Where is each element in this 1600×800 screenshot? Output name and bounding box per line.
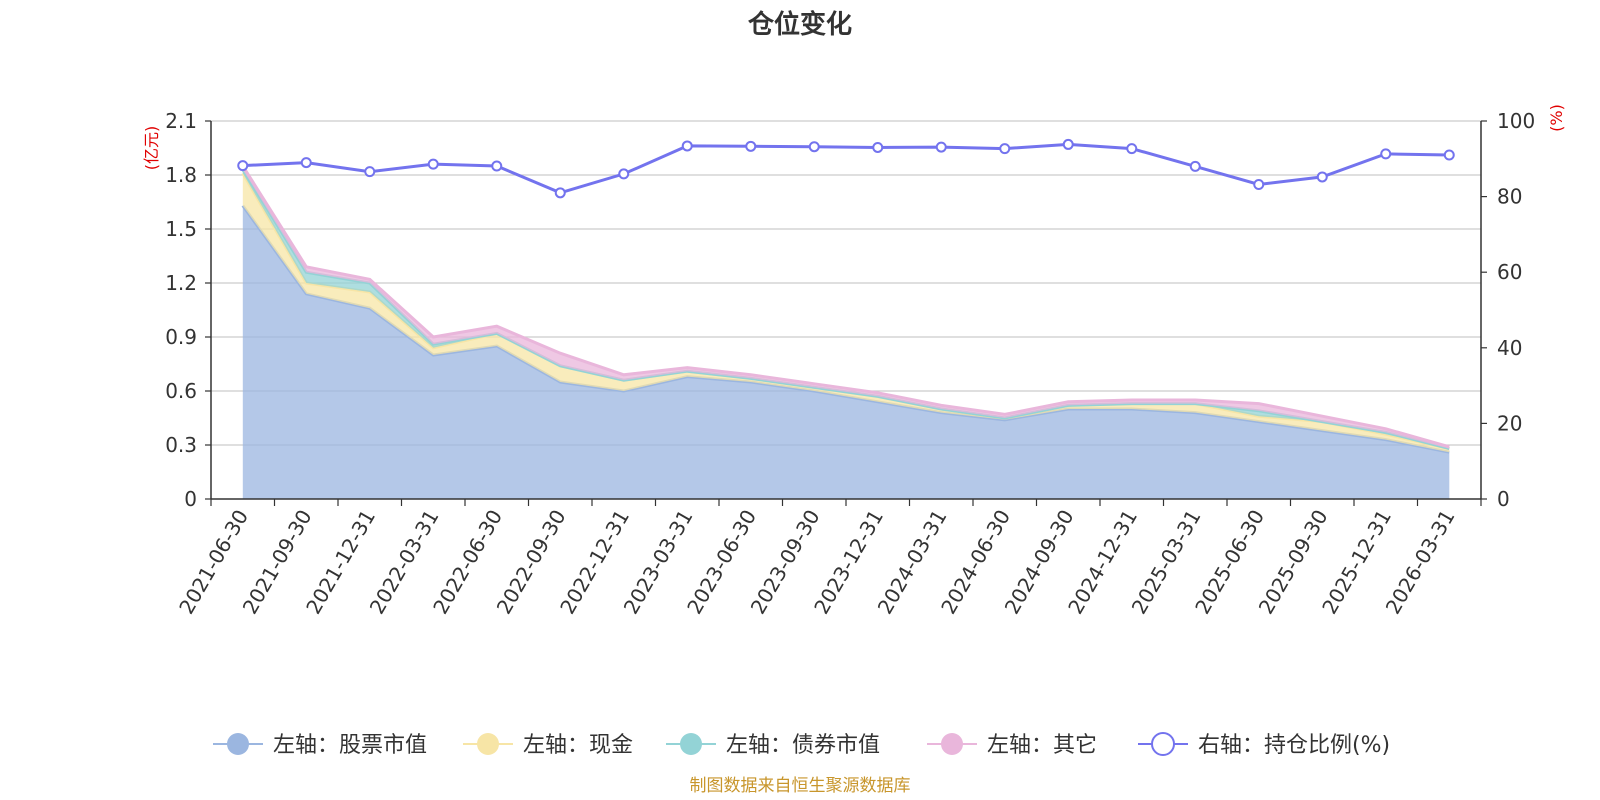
ratio-point: [872, 141, 884, 153]
ratio-point: [364, 166, 376, 178]
ratio-point: [237, 160, 249, 172]
stacked-areas: [241, 165, 1450, 499]
chart-title: 仓位变化: [747, 9, 852, 40]
legend-marker-左轴：股票市值: [227, 733, 249, 755]
area-line-左轴：其它: [241, 165, 1450, 449]
right-axis-tick-label: 20: [1497, 411, 1522, 435]
left-axis-tick-label: 0: [184, 487, 197, 511]
ratio-point: [681, 140, 693, 152]
legend-marker-右轴：持仓比例(%): [1151, 732, 1175, 756]
legend-label: 右轴：持仓比例(%): [1198, 733, 1390, 758]
legend-marker-左轴：债券市值: [680, 733, 702, 755]
left-axis-tick-label: 2.1: [165, 109, 197, 133]
left-axis-tick-label: 0.3: [165, 433, 197, 457]
ratio-point: [1126, 143, 1138, 155]
holding-ratio-line: [237, 138, 1455, 199]
legend: 左轴：股票市值 左轴：现金 左轴：债券市值 左轴：其它 右轴：持仓比例(%): [213, 732, 1390, 758]
ratio-point: [1062, 138, 1074, 150]
ratio-point: [999, 143, 1011, 155]
area-左轴：股票市值: [242, 205, 1450, 499]
ratio-point: [554, 187, 566, 199]
ratio-point: [745, 140, 757, 152]
source-note: 制图数据来自恒生聚源数据库: [690, 776, 911, 796]
ratio-point: [491, 160, 503, 172]
left-axis-unit: (亿元): [142, 126, 161, 171]
left-axis-tick-label: 0.6: [165, 379, 197, 403]
right-axis-tick-label: 40: [1497, 336, 1522, 360]
right-axis-tick-label: 80: [1497, 185, 1522, 209]
legend-label: 左轴：其它: [987, 733, 1097, 758]
right-axis-unit: (%): [1547, 104, 1566, 132]
right-axis-tick-label: 0: [1497, 487, 1510, 511]
ratio-point: [618, 168, 630, 180]
legend-label: 左轴：股票市值: [273, 733, 427, 758]
legend-marker-左轴：现金: [477, 733, 499, 755]
area-左轴：其它: [242, 166, 1450, 449]
ratio-point: [935, 141, 947, 153]
left-axis-tick-label: 1.2: [165, 271, 197, 295]
ratio-line: [242, 142, 1450, 195]
ratio-point: [1189, 160, 1201, 172]
left-axis-tick-label: 1.5: [165, 217, 197, 241]
right-axis-tick-label: 60: [1497, 260, 1522, 284]
ratio-point: [1316, 171, 1328, 183]
right-axis-tick-label: 100: [1497, 109, 1535, 133]
ratio-point: [1380, 148, 1392, 160]
left-axis-tick-label: 0.9: [165, 325, 197, 349]
legend-label: 左轴：现金: [523, 733, 633, 758]
ratio-point: [427, 158, 439, 170]
ratio-point: [1253, 179, 1265, 191]
legend-label: 左轴：债券市值: [726, 733, 880, 758]
ratio-point: [808, 141, 820, 153]
ratio-point: [1443, 149, 1455, 161]
legend-marker-左轴：其它: [941, 733, 963, 755]
left-axis-tick-label: 1.8: [165, 163, 197, 187]
ratio-point: [300, 157, 312, 169]
